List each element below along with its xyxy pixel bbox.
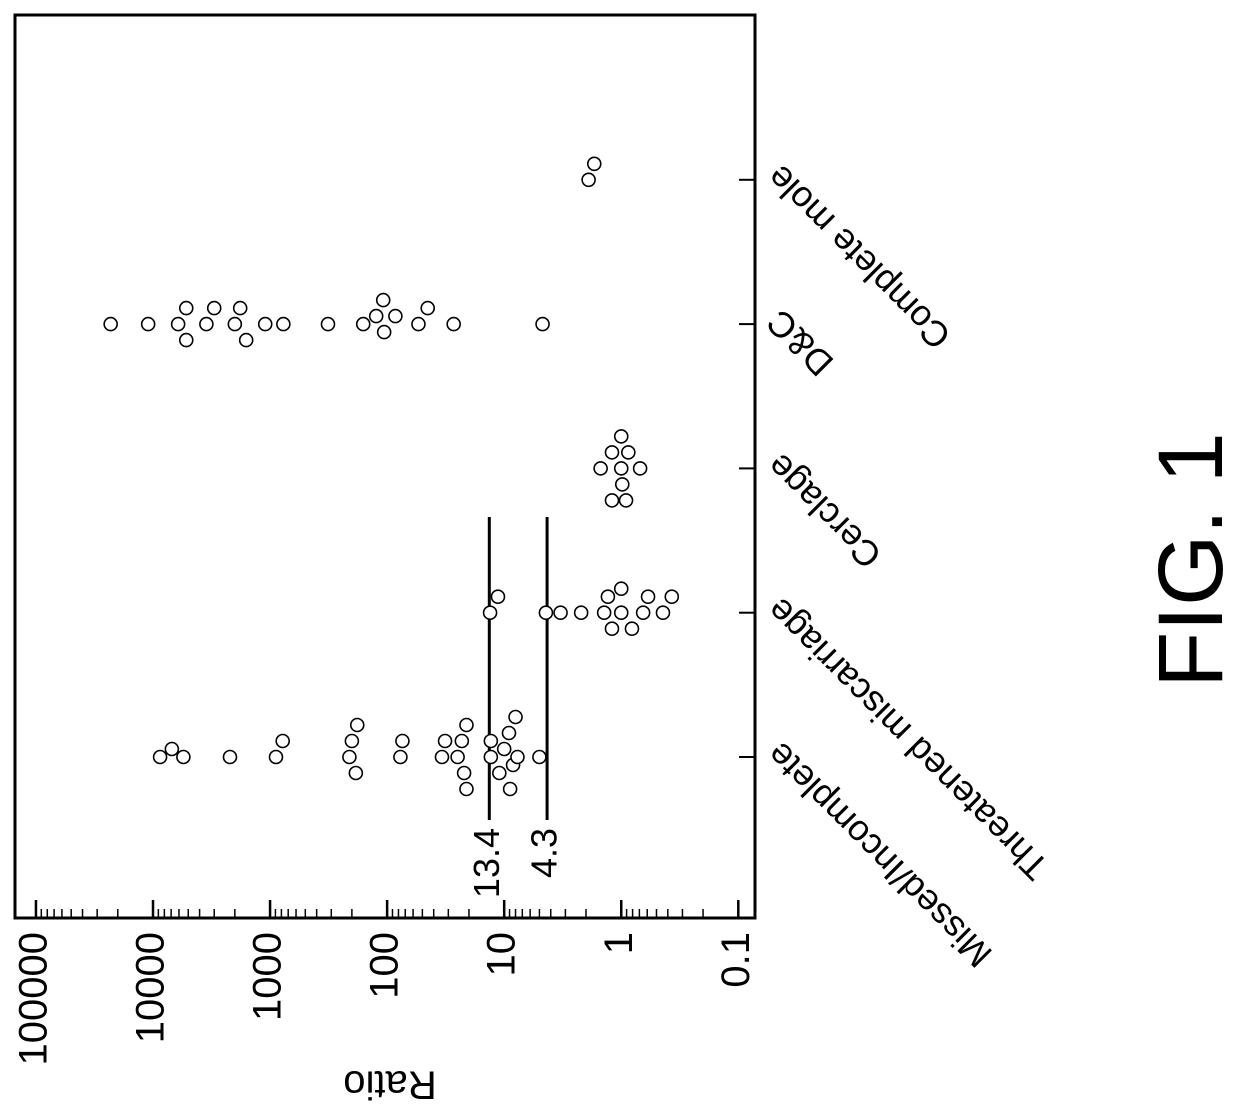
data-point [234,302,247,315]
x-tick-label: Cerclage [758,446,889,577]
data-point [575,606,588,619]
data-point [605,622,618,635]
data-point [277,318,290,331]
data-point [511,751,524,764]
data-point [498,743,511,756]
data-point [351,719,364,732]
figure-label: FIG. 1 [1140,432,1240,688]
data-point [357,318,370,331]
data-point [615,462,628,475]
data-point [637,606,650,619]
data-point [634,462,647,475]
chart: Ratio FIG. 1 1000001000010001001010.1Mis… [0,0,1240,1112]
data-point [321,318,334,331]
data-point [439,735,452,748]
data-point [142,318,155,331]
data-point [104,318,117,331]
x-tick-label: Threatened miscarriage [758,590,1056,888]
data-point [180,334,193,347]
data-point [458,767,471,780]
data-point [493,767,506,780]
data-point [177,751,190,764]
data-point [598,606,611,619]
y-tick-label: 1000 [246,932,290,1021]
data-point [154,751,167,764]
data-point [180,302,193,315]
data-point [620,494,633,507]
data-point [605,446,618,459]
data-point [582,173,595,186]
data-point [656,606,669,619]
data-point [484,751,497,764]
data-point [447,318,460,331]
data-point [370,310,383,323]
data-point [502,727,515,740]
y-tick-label: 10000 [129,932,173,1043]
data-point [594,462,607,475]
data-point [378,326,391,339]
y-axis-label: Ratio [343,1062,436,1106]
data-point [455,735,468,748]
data-point [389,310,402,323]
data-point [460,783,473,796]
y-tick-label: 0.1 [714,932,758,988]
x-tick-label: D&C [758,302,841,385]
data-point [396,735,409,748]
data-point [588,157,601,170]
data-point [165,743,178,756]
y-tick-label: 100000 [12,932,56,1065]
y-tick-label: 10 [480,932,524,977]
data-point [491,590,504,603]
data-point [616,478,629,491]
data-point [539,606,552,619]
data-point [605,494,618,507]
data-point [276,735,289,748]
chart-body: Ratio FIG. 1 1000001000010001001010.1Mis… [12,15,1240,1106]
data-point [536,318,549,331]
data-point [665,590,678,603]
data-point [208,302,221,315]
data-point [349,767,362,780]
data-point [343,751,356,764]
data-point [509,711,522,724]
data-point [484,606,497,619]
data-point [554,606,567,619]
median-label: 13.4 [466,828,507,898]
y-tick-label: 1 [597,932,641,954]
data-point [625,622,638,635]
data-point [601,590,614,603]
data-point [615,430,628,443]
data-point [223,751,236,764]
data-point [504,783,517,796]
data-point [200,318,213,331]
data-point [259,318,272,331]
data-point [240,334,253,347]
data-point [622,446,635,459]
data-point [460,719,473,732]
data-point [172,318,185,331]
data-point [484,735,497,748]
data-point [435,751,448,764]
data-point [615,606,628,619]
data-point [412,318,425,331]
y-tick-label: 100 [363,932,407,999]
data-point [345,735,358,748]
data-point [228,318,241,331]
median-label: 4.3 [524,828,565,878]
data-point [269,751,282,764]
data-point [394,751,407,764]
data-point [377,294,390,307]
data-point [451,751,464,764]
data-point [642,590,655,603]
data-point [533,751,546,764]
data-point [421,302,434,315]
data-point [615,582,628,595]
